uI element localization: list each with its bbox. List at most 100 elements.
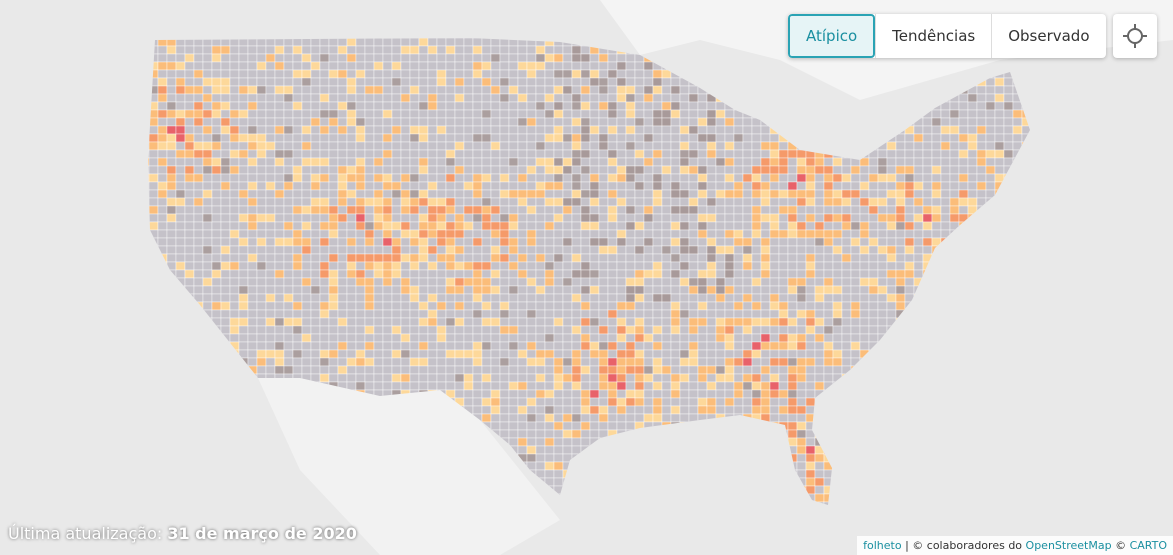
county [427, 301, 438, 311]
county [355, 381, 366, 391]
county [265, 245, 276, 255]
county [391, 93, 402, 103]
county [382, 101, 393, 111]
county [373, 325, 384, 335]
county [553, 381, 564, 391]
county [688, 165, 699, 175]
county [481, 253, 492, 263]
county [481, 301, 492, 311]
county [517, 229, 528, 239]
county [751, 261, 762, 271]
county [472, 333, 483, 343]
county [526, 133, 537, 143]
county [715, 253, 726, 263]
county [346, 293, 357, 303]
county [373, 229, 384, 239]
county [211, 53, 222, 63]
county [292, 341, 303, 351]
county [526, 229, 537, 239]
county [814, 365, 825, 375]
county [652, 293, 663, 303]
county [319, 165, 330, 175]
county [841, 229, 852, 239]
county [301, 309, 312, 319]
county [229, 53, 240, 63]
county [634, 309, 645, 319]
county [310, 277, 321, 287]
county [319, 253, 330, 263]
county [796, 381, 807, 391]
county [256, 205, 267, 215]
county [715, 229, 726, 239]
county [724, 165, 735, 175]
county [841, 237, 852, 247]
county [814, 453, 825, 463]
county [643, 149, 654, 159]
county [436, 269, 447, 279]
county [400, 309, 411, 319]
county [508, 437, 519, 447]
county [337, 181, 348, 191]
county [634, 141, 645, 151]
county [769, 293, 780, 303]
county [760, 181, 771, 191]
county [256, 349, 267, 359]
county [454, 157, 465, 167]
county [445, 117, 456, 127]
county [535, 77, 546, 87]
county [508, 221, 519, 231]
county [535, 461, 546, 471]
county [265, 189, 276, 199]
county [337, 141, 348, 151]
county [292, 157, 303, 167]
county [544, 333, 555, 343]
county [337, 325, 348, 335]
county [832, 205, 843, 215]
county [265, 93, 276, 103]
county [490, 197, 501, 207]
county [841, 269, 852, 279]
county [670, 173, 681, 183]
county [346, 269, 357, 279]
county [625, 309, 636, 319]
county [814, 213, 825, 223]
county [544, 405, 555, 415]
county [202, 61, 213, 71]
county [472, 173, 483, 183]
county [778, 381, 789, 391]
county [337, 149, 348, 159]
county [319, 109, 330, 119]
county [463, 381, 474, 391]
county [283, 109, 294, 119]
county [733, 221, 744, 231]
county [319, 38, 330, 47]
county [247, 53, 258, 63]
county [247, 109, 258, 119]
county [841, 293, 852, 303]
county [454, 317, 465, 327]
county [535, 293, 546, 303]
county [157, 205, 168, 215]
county [166, 117, 177, 127]
county [571, 117, 582, 127]
county [472, 93, 483, 103]
county [823, 213, 834, 223]
county [724, 293, 735, 303]
county [283, 93, 294, 103]
county [256, 333, 267, 343]
county [463, 365, 474, 375]
county [409, 61, 420, 71]
county [274, 93, 285, 103]
county [391, 141, 402, 151]
county [517, 261, 528, 271]
county [346, 325, 357, 335]
county [661, 389, 672, 399]
county [355, 349, 366, 359]
county [481, 357, 492, 367]
county [769, 373, 780, 383]
county [220, 277, 231, 287]
county [247, 357, 258, 367]
county [229, 157, 240, 167]
county [598, 205, 609, 215]
county [571, 173, 582, 183]
